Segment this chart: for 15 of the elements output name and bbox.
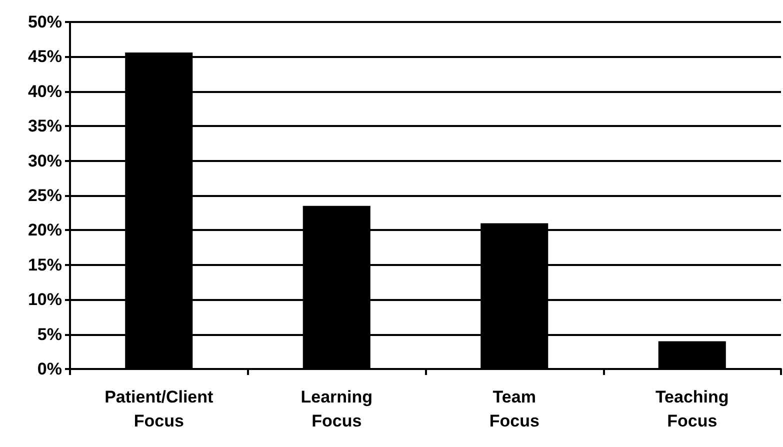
x-tick-label: Patient/Client Focus — [104, 388, 214, 430]
y-tick-label: 5% — [37, 324, 62, 344]
y-tick-label: 20% — [28, 220, 62, 240]
x-tick-label: Team Focus — [489, 388, 540, 430]
y-tick-label: 0% — [37, 360, 62, 378]
y-tick-label: 25% — [28, 186, 62, 205]
y-tick-label: 30% — [28, 151, 62, 170]
y-tick-label: 40% — [28, 82, 62, 101]
y-tick-label: 15% — [28, 255, 62, 274]
y-tick-label: 50% — [28, 12, 62, 32]
x-tick-label: Learning Focus — [300, 388, 373, 430]
y-tick-label: 45% — [28, 47, 62, 66]
x-tick-label: Teaching Focus — [655, 388, 729, 430]
y-tick-label: 10% — [28, 290, 62, 310]
y-tick-label: 35% — [28, 116, 62, 136]
